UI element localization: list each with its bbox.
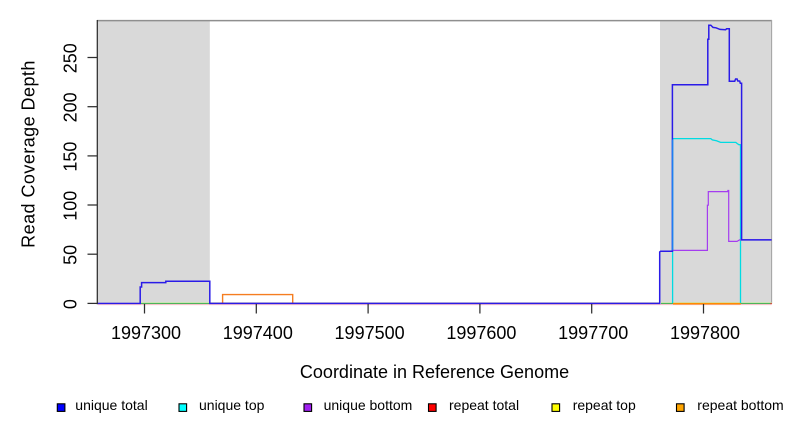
svg-text:Coordinate in Reference Genome: Coordinate in Reference Genome — [300, 362, 569, 382]
svg-text:1997500: 1997500 — [335, 323, 405, 343]
svg-text:0: 0 — [61, 299, 81, 309]
svg-text:unique bottom: unique bottom — [324, 397, 413, 413]
svg-text:1997600: 1997600 — [446, 323, 516, 343]
svg-text:repeat bottom: repeat bottom — [697, 397, 783, 413]
svg-text:repeat total: repeat total — [449, 397, 519, 413]
svg-text:50: 50 — [61, 245, 81, 265]
svg-text:150: 150 — [61, 142, 81, 172]
svg-text:200: 200 — [61, 92, 81, 122]
svg-text:1997700: 1997700 — [558, 323, 628, 343]
svg-text:repeat top: repeat top — [573, 397, 636, 413]
svg-text:1997800: 1997800 — [670, 323, 740, 343]
svg-text:250: 250 — [61, 43, 81, 73]
svg-text:unique total: unique total — [75, 397, 147, 413]
svg-text:Read Coverage Depth: Read Coverage Depth — [19, 60, 39, 248]
svg-text:unique top: unique top — [199, 397, 265, 413]
svg-text:1997300: 1997300 — [111, 323, 181, 343]
svg-text:1997400: 1997400 — [223, 323, 293, 343]
svg-text:100: 100 — [61, 191, 81, 221]
